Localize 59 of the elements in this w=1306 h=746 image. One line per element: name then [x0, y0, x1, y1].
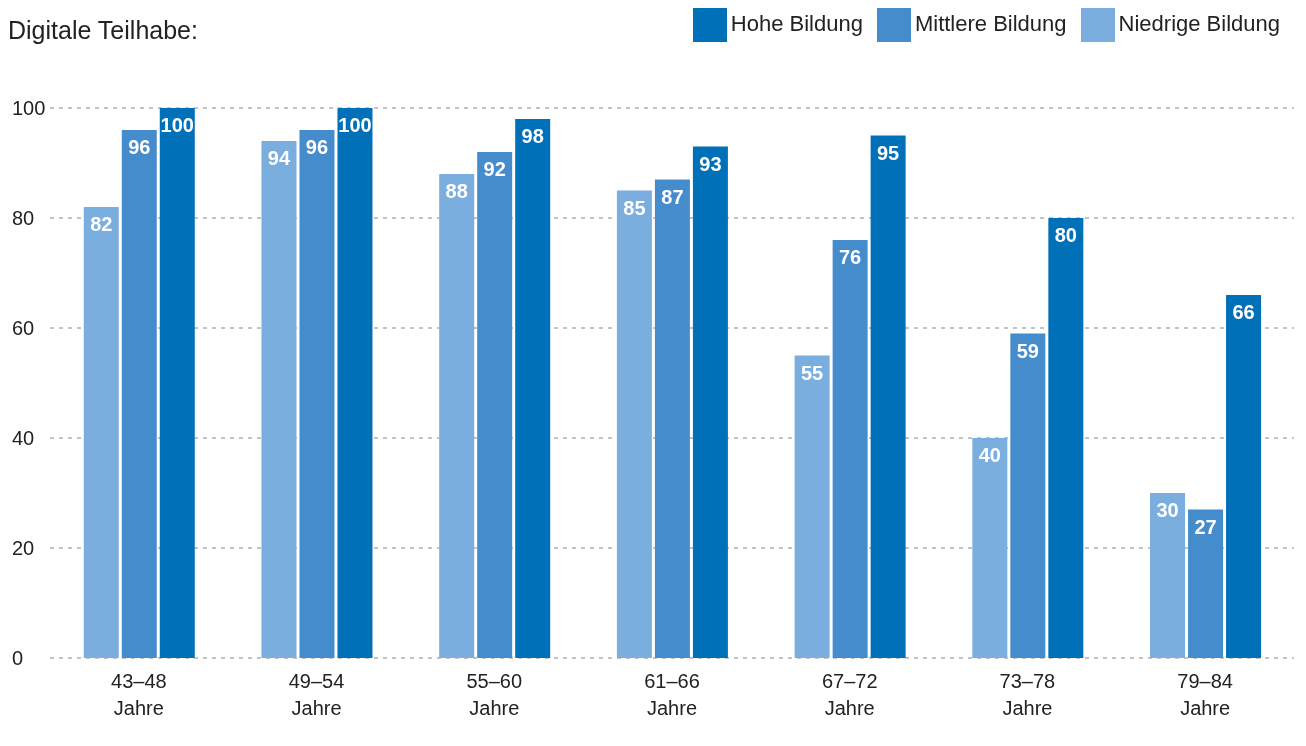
data-label: 94 — [267, 147, 291, 170]
y-tick-label: 80 — [12, 207, 35, 229]
bar — [870, 135, 906, 658]
bar — [616, 190, 652, 658]
bar — [1048, 218, 1084, 658]
bar — [1188, 509, 1224, 658]
bar — [1150, 493, 1186, 658]
y-tick-label: 100 — [12, 97, 46, 119]
data-label: 59 — [1016, 339, 1039, 362]
y-tick-label: 0 — [12, 647, 24, 669]
bar — [654, 179, 690, 658]
data-label: 96 — [305, 136, 329, 159]
x-tick-label: 67–72 Jahre — [821, 670, 878, 719]
y-tick-label: 60 — [12, 317, 35, 339]
data-label: 85 — [623, 196, 646, 219]
data-label: 87 — [661, 185, 684, 208]
bar — [159, 108, 195, 658]
x-tick-label: 43–48 Jahre — [111, 670, 167, 719]
data-label: 40 — [978, 444, 1001, 467]
data-label: 76 — [839, 246, 862, 269]
x-tick-label: 79–84 Jahre — [1177, 670, 1233, 719]
x-tick-label: 49–54 Jahre — [288, 670, 345, 719]
data-label: 88 — [445, 180, 468, 203]
legend-label: Niedrige Bildung — [1118, 10, 1280, 36]
data-label: 30 — [1156, 499, 1179, 522]
data-label: 80 — [1054, 224, 1077, 247]
bar — [439, 174, 475, 658]
bar — [1226, 295, 1262, 658]
data-label: 96 — [128, 136, 151, 159]
x-tick-label: 55–60 Jahre — [466, 670, 523, 719]
legend-label: Hohe Bildung — [730, 10, 863, 36]
bar — [1010, 333, 1046, 658]
data-label: 66 — [1232, 301, 1255, 324]
bar — [692, 146, 728, 658]
bar — [83, 207, 119, 658]
bar — [121, 130, 157, 658]
bar — [794, 355, 830, 658]
bar — [515, 119, 551, 658]
data-label: 27 — [1194, 515, 1217, 538]
y-tick-label: 20 — [12, 537, 35, 559]
data-label: 95 — [877, 141, 900, 164]
data-label: 98 — [521, 125, 544, 148]
x-tick-label: 61–66 Jahre — [644, 670, 700, 719]
data-label: 82 — [90, 213, 113, 236]
data-label: 100 — [338, 114, 372, 137]
chart-title: Digitale Teilhabe: — [8, 16, 198, 45]
data-label: 55 — [801, 361, 824, 384]
data-label: 100 — [160, 114, 194, 137]
bar — [337, 108, 373, 658]
legend-label: Mittlere Bildung — [914, 10, 1067, 36]
x-tick-label: 73–78 Jahre — [999, 670, 1056, 719]
bar — [299, 130, 335, 658]
data-label: 93 — [699, 152, 722, 175]
bar — [972, 438, 1008, 658]
y-tick-label: 40 — [12, 427, 35, 449]
bar — [832, 240, 868, 658]
bar — [477, 152, 513, 658]
bar — [261, 141, 297, 658]
data-label: 92 — [483, 158, 506, 181]
